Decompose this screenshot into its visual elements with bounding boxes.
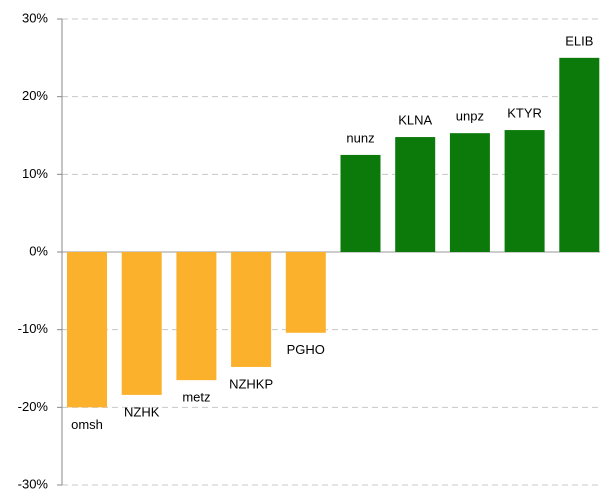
- bar: [504, 130, 545, 252]
- bar: [559, 57, 600, 253]
- bar-label: PGHO: [287, 342, 325, 357]
- bar-label: metz: [182, 390, 210, 405]
- y-tick-label: 30%: [22, 10, 48, 25]
- bar: [340, 154, 381, 252]
- bar-label: NZHK: [124, 404, 160, 419]
- y-tick-label: 10%: [22, 166, 48, 181]
- bar-label: unpz: [456, 109, 484, 124]
- bar: [121, 252, 162, 395]
- bar: [67, 252, 107, 408]
- bar-label: KLNA: [398, 112, 432, 127]
- bar-label: NZHKP: [229, 376, 273, 391]
- bar-label: KTYR: [507, 106, 542, 121]
- bar: [176, 252, 217, 381]
- y-tick-label: 20%: [22, 88, 48, 103]
- y-tick-label: 0%: [29, 243, 48, 258]
- bar: [449, 133, 490, 252]
- y-tick-label: -30%: [18, 476, 49, 490]
- y-tick-label: -20%: [18, 399, 49, 414]
- y-tick-label: -10%: [18, 321, 49, 336]
- bar-label: omsh: [71, 417, 103, 432]
- bar: [231, 252, 272, 367]
- bar: [395, 137, 436, 252]
- bar-label: ELIB: [565, 33, 593, 48]
- bar: [285, 252, 326, 333]
- bar-label: nunz: [346, 130, 374, 145]
